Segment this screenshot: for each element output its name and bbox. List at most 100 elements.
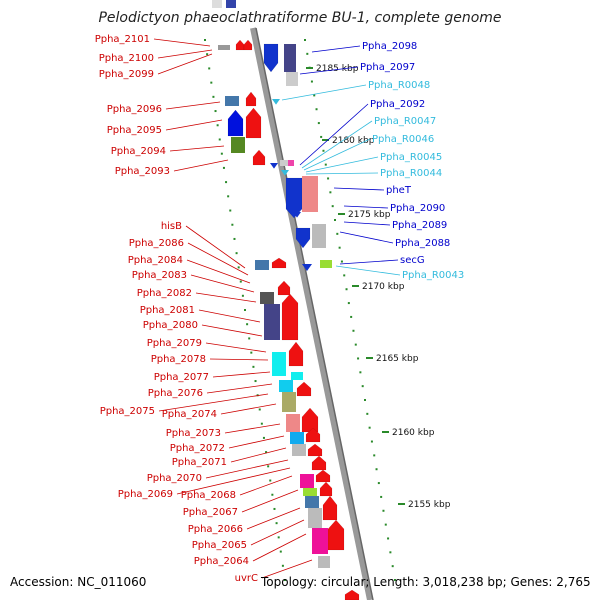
kbp-tick-label: 2155 kbp	[408, 500, 451, 510]
gene-hisb	[255, 260, 269, 270]
outer-dot-track	[394, 579, 396, 581]
gene-ppha-2099	[243, 39, 253, 51]
gene-ppha-2090a	[288, 202, 296, 208]
gene-label: Ppha_R0048	[368, 80, 430, 91]
map-title: Pelodictyon phaeoclathratiforme BU-1, co…	[98, 10, 502, 26]
gene-ppha-2086	[271, 257, 287, 269]
gene-ppha-2096	[225, 96, 239, 106]
gene-ppha-2097b	[286, 72, 298, 86]
genome-backbone	[250, 27, 374, 600]
gene-ppha-2088	[312, 224, 326, 248]
kbp-tick-mark	[382, 431, 389, 433]
inner-dot-track	[252, 365, 255, 368]
inner-dot-track	[271, 493, 274, 496]
leader-line	[252, 533, 307, 562]
gene-label: Ppha_2093	[115, 166, 170, 177]
leader-line	[281, 84, 367, 101]
inner-dot-track	[244, 309, 246, 311]
leader-line	[205, 342, 267, 353]
gene-ppha-2077	[279, 380, 293, 392]
gene-label: Ppha_2090	[390, 203, 445, 214]
inner-dot-track	[229, 209, 232, 212]
gene-ppha-2078	[291, 372, 303, 380]
gene-ppha-2089	[295, 227, 311, 249]
gene-ppha-2067a	[322, 495, 338, 521]
gene-label: Ppha_2083	[132, 270, 187, 281]
gene-secg	[302, 264, 312, 271]
gene-label: Ppha_2097	[360, 62, 415, 73]
gene-label: Ppha_2071	[172, 457, 227, 468]
inner-dot-track	[284, 579, 286, 581]
gene-ppha-2064	[312, 528, 328, 554]
outer-dot-track	[357, 357, 360, 360]
leader-line	[299, 103, 369, 166]
kbp-tick-label: 2175 kbp	[348, 210, 391, 220]
accession-label: Accession: NC_011060	[10, 575, 147, 589]
gene-ppha-2071a	[305, 427, 321, 443]
gene-label: Ppha_2086	[129, 238, 184, 249]
gene-label: Ppha_2094	[111, 146, 166, 157]
leader-line	[165, 101, 221, 110]
outer-dot-track	[340, 260, 343, 263]
gene-ppha-2082	[264, 304, 280, 340]
gene-label: pheT	[386, 185, 412, 196]
gene-ppha-2066	[308, 508, 322, 528]
inner-dot-track	[248, 337, 251, 340]
inner-dot-track	[208, 67, 211, 70]
leader-line	[205, 459, 289, 479]
gene-label: Ppha_2092	[370, 99, 425, 110]
gene-label: Ppha_2089	[392, 220, 447, 231]
kbp-ticks: 2185 kbp 2180 kbp 2175 kbp 2170 kbp 2165 kbp…	[306, 64, 451, 510]
inner-dot-track	[250, 351, 253, 354]
outer-dot-track	[370, 440, 373, 443]
inner-dot-track	[239, 280, 242, 283]
outer-dot-track	[391, 565, 394, 568]
kbp-tick-mark	[398, 503, 405, 505]
gene-label: Ppha_2068	[181, 490, 236, 501]
leader-line	[198, 309, 261, 323]
gene-ppha-2084	[260, 292, 274, 304]
kbp-tick-mark	[338, 213, 345, 215]
right-labels: Ppha_2098 Ppha_2097 Ppha_R0048 Ppha_2092 Pph…	[281, 41, 464, 281]
kbp-tick-label: 2185 kbp	[316, 64, 359, 74]
inner-dot-track	[235, 252, 238, 255]
gene-label: Ppha_2078	[151, 354, 206, 365]
gene-ppha-2080	[288, 341, 304, 367]
inner-dot-track	[214, 110, 217, 113]
leader-line	[339, 259, 399, 265]
leader-line	[230, 447, 287, 463]
gene-ppha-2067	[305, 496, 319, 508]
gene-label: Ppha_2099	[99, 69, 154, 80]
leader-line	[311, 45, 361, 53]
inner-dot-track	[231, 223, 234, 226]
gene-label: Ppha_R0043	[402, 270, 464, 281]
outer-dot-track	[389, 551, 392, 554]
leader-line	[209, 358, 269, 361]
gene-ppha-2068	[303, 488, 317, 496]
leader-line	[186, 259, 251, 284]
outer-dot-track	[306, 52, 309, 55]
kbp-tick-mark	[366, 357, 373, 359]
gene-top-1	[212, 0, 222, 8]
gene-label: hisB	[161, 221, 182, 232]
inner-dot-track	[265, 451, 268, 454]
leader-line	[228, 435, 285, 449]
leader-line	[206, 383, 273, 394]
outer-dot-track	[313, 94, 316, 97]
leader-line	[165, 119, 223, 131]
gene-label: Ppha_2064	[194, 556, 249, 567]
rna-r0045	[270, 163, 278, 169]
inner-dot-track	[262, 436, 265, 439]
gene-uvrc	[318, 556, 330, 568]
gene-label: Ppha_2079	[147, 338, 202, 349]
outer-dot-track	[380, 495, 383, 498]
gene-label: Ppha_2088	[395, 238, 450, 249]
gene-label: Ppha_2082	[137, 288, 192, 299]
outer-dot-track	[361, 385, 364, 388]
gene-label: Ppha_2077	[154, 372, 209, 383]
inner-dot-track	[254, 380, 257, 383]
outer-dot-track	[327, 177, 330, 180]
inner-dot-track	[281, 564, 284, 567]
outer-dot-track	[387, 537, 390, 540]
leader-line	[333, 187, 385, 191]
